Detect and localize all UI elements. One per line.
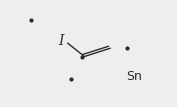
Text: I: I [58,34,63,48]
Text: Sn: Sn [126,70,142,83]
